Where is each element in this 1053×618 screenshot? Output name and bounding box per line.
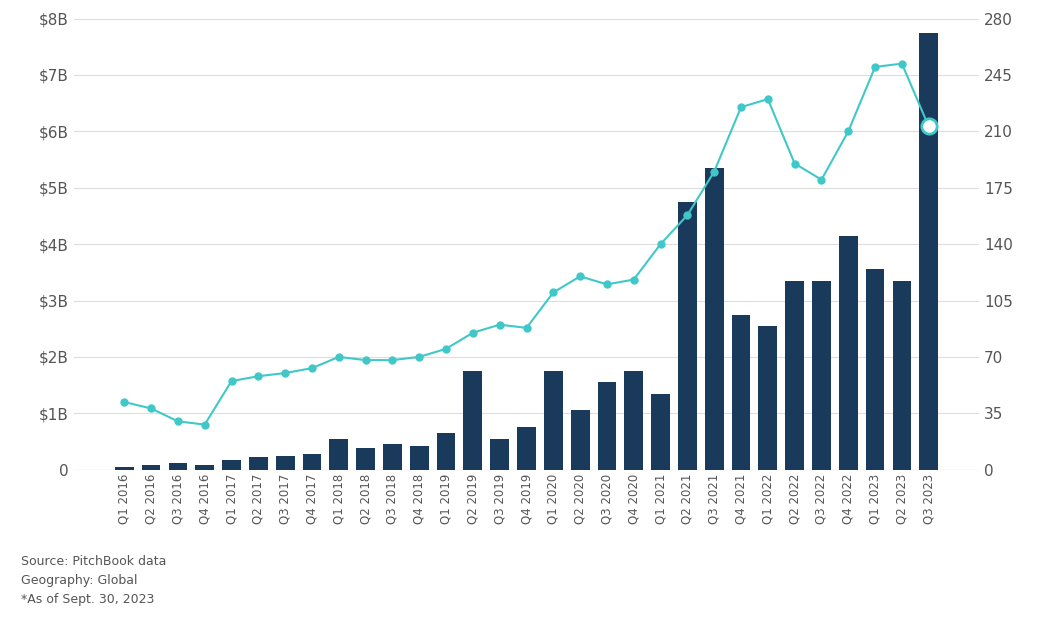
Bar	[597, 383, 616, 470]
Bar	[115, 467, 134, 470]
Bar	[356, 448, 375, 470]
Bar	[544, 371, 562, 470]
Bar	[168, 463, 187, 470]
Bar	[786, 281, 804, 470]
Bar	[330, 439, 349, 470]
Bar	[704, 168, 723, 470]
Bar	[302, 454, 321, 470]
Bar	[437, 433, 456, 470]
Bar	[142, 465, 160, 470]
Bar	[839, 235, 858, 470]
Bar	[651, 394, 670, 470]
Bar	[732, 315, 751, 470]
Bar	[624, 371, 643, 470]
Bar	[491, 439, 509, 470]
Bar	[463, 371, 482, 470]
Bar	[919, 33, 938, 470]
Bar	[517, 428, 536, 470]
Bar	[222, 460, 241, 470]
Bar	[383, 444, 402, 470]
Bar	[812, 281, 831, 470]
Bar	[276, 455, 295, 470]
Bar	[571, 410, 590, 470]
Bar	[678, 202, 697, 470]
Bar	[758, 326, 777, 470]
Bar	[249, 457, 267, 470]
Bar	[195, 465, 214, 470]
Bar	[893, 281, 911, 470]
Bar	[410, 446, 429, 470]
Text: Source: PitchBook data
Geography: Global
*As of Sept. 30, 2023: Source: PitchBook data Geography: Global…	[21, 554, 166, 606]
Bar	[866, 269, 885, 470]
